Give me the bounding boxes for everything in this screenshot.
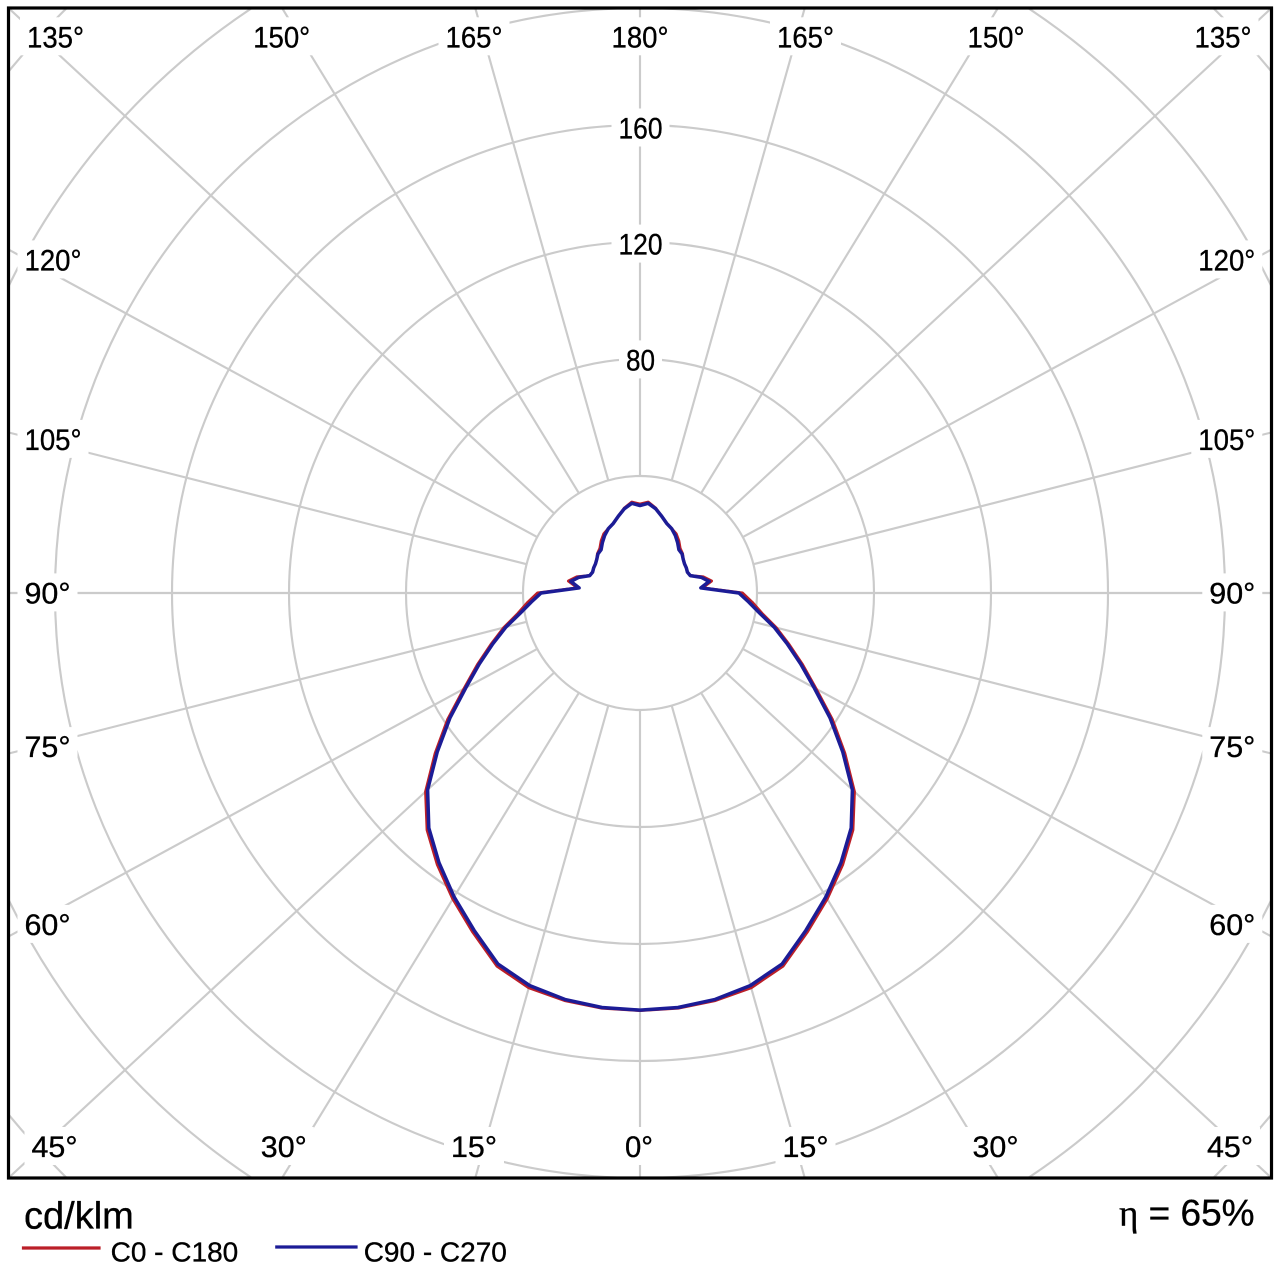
svg-text:120: 120 (619, 229, 663, 262)
svg-text:30°: 30° (973, 1131, 1019, 1164)
svg-text:η = 65%: η = 65% (1119, 1193, 1255, 1235)
svg-text:60°: 60° (1209, 909, 1255, 942)
svg-text:120°: 120° (1198, 244, 1255, 277)
svg-text:15°: 15° (451, 1131, 497, 1164)
svg-text:30°: 30° (261, 1131, 307, 1164)
svg-text:75°: 75° (1209, 731, 1255, 764)
svg-text:105°: 105° (1198, 424, 1255, 457)
svg-text:180°: 180° (612, 21, 669, 54)
svg-text:cd/klm: cd/klm (24, 1196, 134, 1238)
svg-text:0°: 0° (625, 1131, 653, 1164)
svg-text:150°: 150° (253, 21, 310, 54)
svg-text:C0 - C180: C0 - C180 (111, 1236, 239, 1267)
svg-text:165°: 165° (446, 21, 503, 54)
svg-text:135°: 135° (1195, 21, 1252, 54)
svg-text:90°: 90° (25, 577, 71, 610)
svg-text:C90 - C270: C90 - C270 (364, 1236, 507, 1267)
svg-text:45°: 45° (32, 1131, 78, 1164)
svg-text:150°: 150° (968, 21, 1025, 54)
svg-text:60°: 60° (25, 909, 71, 942)
svg-text:90°: 90° (1209, 577, 1255, 610)
svg-text:15°: 15° (783, 1131, 829, 1164)
svg-text:135°: 135° (27, 21, 84, 54)
svg-text:75°: 75° (25, 731, 71, 764)
svg-text:80: 80 (626, 344, 655, 377)
svg-text:160: 160 (619, 113, 663, 146)
svg-text:105°: 105° (25, 424, 82, 457)
svg-text:120°: 120° (25, 244, 82, 277)
svg-text:45°: 45° (1207, 1131, 1253, 1164)
svg-text:165°: 165° (777, 21, 834, 54)
